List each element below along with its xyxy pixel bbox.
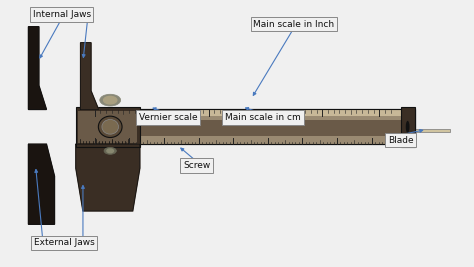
Bar — [92, 109, 415, 144]
Bar — [92, 109, 410, 120]
Polygon shape — [76, 144, 140, 211]
Polygon shape — [28, 144, 55, 224]
Text: Screw: Screw — [183, 161, 210, 170]
Bar — [92, 109, 415, 144]
Text: Internal Jaws: Internal Jaws — [33, 10, 91, 19]
Bar — [92, 136, 410, 144]
Ellipse shape — [406, 121, 410, 133]
Polygon shape — [81, 43, 99, 109]
Bar — [76, 107, 140, 147]
Ellipse shape — [99, 116, 122, 138]
Circle shape — [104, 96, 117, 104]
Circle shape — [107, 149, 114, 153]
Circle shape — [104, 147, 117, 154]
Circle shape — [100, 94, 120, 106]
Bar — [415, 129, 450, 132]
Polygon shape — [28, 27, 46, 109]
Bar — [401, 107, 415, 147]
Text: Main scale in cm: Main scale in cm — [225, 113, 301, 122]
Ellipse shape — [102, 119, 118, 134]
Text: Blade: Blade — [388, 136, 413, 145]
Text: Main scale in Inch: Main scale in Inch — [253, 19, 335, 29]
Text: Vernier scale: Vernier scale — [139, 113, 198, 122]
Bar — [78, 111, 137, 143]
Bar — [97, 110, 410, 116]
Text: External Jaws: External Jaws — [34, 238, 94, 248]
